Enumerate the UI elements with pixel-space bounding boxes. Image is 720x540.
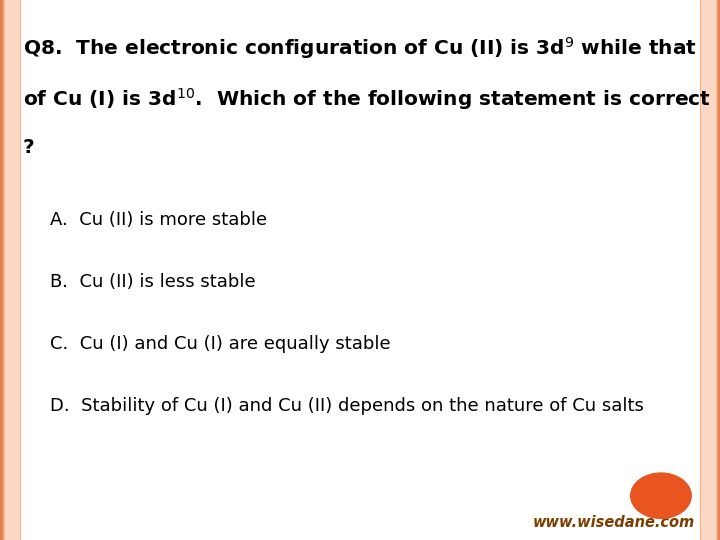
Text: www.wisedane.com: www.wisedane.com bbox=[533, 515, 695, 530]
Bar bbox=[700, 0, 720, 540]
Text: Q8.  The electronic configuration of Cu (II) is 3d$^{9}$ while that: Q8. The electronic configuration of Cu (… bbox=[23, 35, 697, 61]
Text: C.  Cu (I) and Cu (I) are equally stable: C. Cu (I) and Cu (I) are equally stable bbox=[50, 335, 391, 353]
Text: B.  Cu (II) is less stable: B. Cu (II) is less stable bbox=[50, 273, 256, 291]
Circle shape bbox=[631, 473, 691, 518]
Text: A.  Cu (II) is more stable: A. Cu (II) is more stable bbox=[50, 211, 268, 228]
Text: ?: ? bbox=[23, 138, 35, 157]
Text: of Cu (I) is 3d$^{10}$.  Which of the following statement is correct: of Cu (I) is 3d$^{10}$. Which of the fol… bbox=[23, 86, 711, 112]
Bar bbox=[0, 0, 3, 540]
Text: D.  Stability of Cu (I) and Cu (II) depends on the nature of Cu salts: D. Stability of Cu (I) and Cu (II) depen… bbox=[50, 397, 644, 415]
Bar bbox=[0, 0, 20, 540]
Bar bbox=[717, 0, 720, 540]
